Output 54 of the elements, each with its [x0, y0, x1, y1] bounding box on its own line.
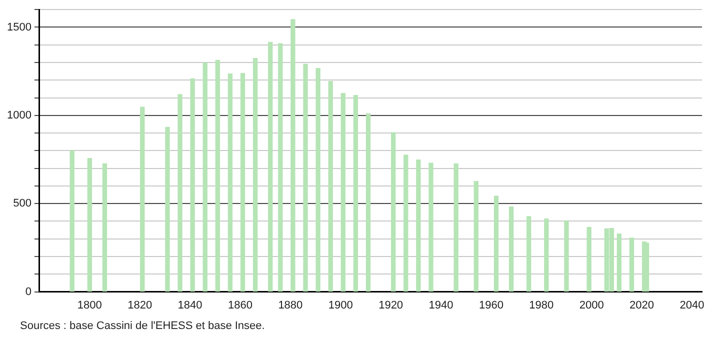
bar [494, 196, 499, 292]
bar [102, 163, 108, 292]
bar [178, 94, 182, 292]
bar [474, 181, 478, 292]
bar [544, 218, 549, 292]
y-tick-label: 1500 [6, 21, 32, 34]
bar [87, 158, 92, 292]
bar [328, 81, 333, 292]
bar [416, 160, 421, 292]
bar [526, 216, 532, 292]
bar [215, 60, 220, 292]
bar [70, 150, 74, 292]
bar [508, 206, 514, 292]
x-tick-label: 2020 [630, 299, 654, 312]
bar [644, 242, 650, 292]
x-tick-label: 1820 [128, 299, 152, 312]
bar [404, 154, 408, 292]
bar [353, 94, 358, 292]
bar [290, 19, 296, 292]
x-tick-label: 1900 [328, 299, 353, 312]
x-tick-label: 1860 [228, 299, 252, 312]
x-tick-label: 1980 [529, 299, 554, 312]
x-tick-label: 2040 [680, 299, 704, 312]
source-note: Sources : base Cassini de l'EHESS et base Insee. [20, 320, 265, 332]
y-tick-label: 0 [25, 286, 32, 298]
x-tick-label: 1960 [478, 299, 504, 312]
bar [190, 78, 195, 292]
x-tick-label: 2000 [579, 299, 604, 312]
bar [340, 93, 346, 292]
y-tick-label: 500 [13, 198, 32, 210]
x-tick-label: 1920 [378, 299, 404, 312]
bar [240, 72, 246, 292]
bar [165, 126, 170, 292]
bar [228, 73, 233, 292]
bar [454, 163, 458, 292]
bar [252, 58, 258, 292]
bar [366, 113, 371, 292]
x-tick-label: 1840 [178, 299, 202, 312]
bar [390, 132, 396, 292]
bar [278, 43, 283, 292]
x-tick-label: 1940 [428, 299, 454, 312]
x-tick-label: 1800 [77, 299, 102, 312]
y-tick-label: 1000 [6, 109, 32, 122]
x-tick-label: 1880 [278, 299, 303, 312]
bar [564, 220, 569, 292]
bar [629, 238, 634, 292]
bar [202, 62, 208, 292]
bar [140, 106, 145, 292]
bar [616, 233, 622, 292]
bar [316, 68, 320, 292]
bar [303, 64, 308, 292]
bar [586, 226, 592, 292]
bar [268, 42, 273, 292]
bar [428, 162, 434, 292]
